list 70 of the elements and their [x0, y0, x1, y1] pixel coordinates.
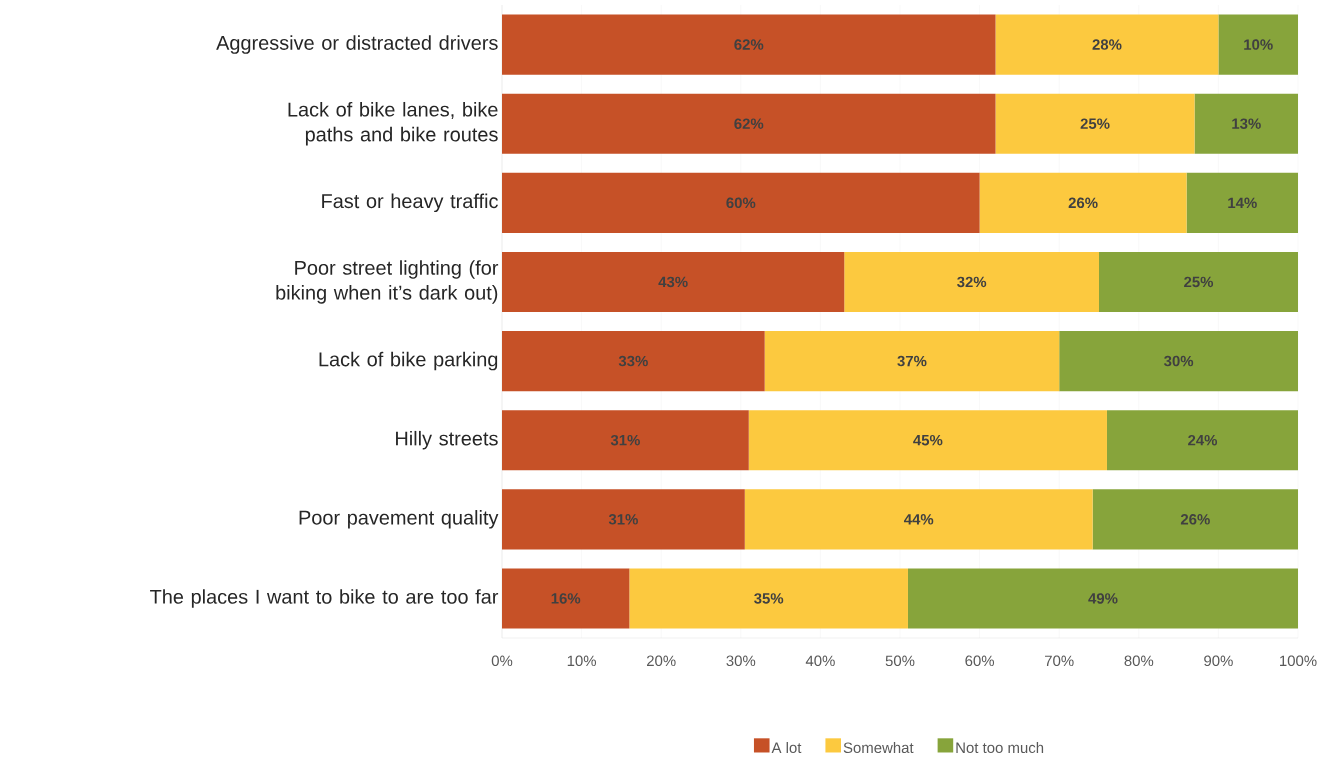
- bar: [1194, 93, 1299, 154]
- data-label: 31%: [610, 434, 640, 446]
- bar: [979, 172, 1187, 233]
- x-tick-label: 20%: [647, 655, 676, 667]
- data-label: 25%: [1080, 118, 1110, 129]
- data-label: 30%: [1164, 355, 1194, 367]
- bar: [502, 410, 749, 471]
- data-label: 37%: [897, 355, 927, 367]
- data-label: 25%: [1184, 276, 1214, 288]
- data-label: 14%: [1228, 197, 1257, 209]
- x-tick-label: 50%: [885, 655, 915, 667]
- x-tick-label: 90%: [1204, 655, 1233, 667]
- data-label: 33%: [618, 355, 648, 367]
- legend-label: Somewhat: [843, 742, 914, 754]
- bar: [844, 251, 1100, 313]
- data-label: 62%: [734, 39, 764, 50]
- y-tick-label: Lack of bike lanes, bike paths and bike routes: [288, 101, 498, 146]
- x-tick-label: 70%: [1045, 655, 1074, 667]
- bar: [502, 489, 745, 550]
- data-label: 31%: [608, 514, 638, 525]
- data-label: 32%: [957, 276, 987, 288]
- y-tick-label: Hilly streets: [396, 430, 498, 450]
- bar: [1092, 489, 1299, 550]
- bar: [907, 568, 1299, 629]
- bar: [502, 14, 996, 75]
- y-tick-label: Lack of bike parking: [319, 351, 498, 371]
- x-tick-label: 80%: [1124, 655, 1154, 667]
- data-label: 43%: [658, 276, 688, 288]
- x-tick-label: 30%: [726, 655, 756, 667]
- data-label: 16%: [551, 593, 581, 604]
- y-tick-label: Poor street lighting (for biking when it’s dark out): [276, 260, 499, 304]
- bar: [629, 568, 908, 629]
- bar: [744, 489, 1093, 550]
- y-tick-label: Fast or heavy traffic: [322, 193, 498, 213]
- data-label: 10%: [1244, 39, 1273, 50]
- bar: [1099, 251, 1299, 313]
- bar: [502, 568, 630, 629]
- data-label: 35%: [754, 593, 784, 604]
- bar: [502, 251, 845, 313]
- data-label: 24%: [1188, 434, 1218, 446]
- bar: [502, 331, 765, 392]
- bar: [995, 93, 1195, 154]
- bar: [764, 331, 1060, 392]
- legend-label: A lot: [771, 742, 802, 754]
- data-label: 44%: [903, 514, 934, 525]
- data-label: 45%: [913, 434, 943, 446]
- bar: [995, 14, 1219, 75]
- data-label: 60%: [726, 197, 756, 209]
- data-label: 13%: [1232, 118, 1261, 129]
- bar: [1059, 331, 1299, 392]
- bar: [748, 410, 1107, 471]
- data-label: 49%: [1088, 593, 1118, 604]
- data-label: 62%: [734, 118, 764, 129]
- x-tick-label: 60%: [965, 655, 995, 667]
- data-label: 26%: [1068, 197, 1098, 209]
- y-tick-label: Aggressive or distracted drivers: [216, 35, 498, 54]
- bar: [502, 172, 980, 233]
- data-label: 26%: [1180, 514, 1210, 525]
- data-label: 28%: [1092, 39, 1122, 50]
- x-tick-label: 10%: [567, 655, 597, 667]
- bar: [1218, 14, 1299, 75]
- y-tick-label: Poor pavement quality: [299, 510, 499, 529]
- legend-label: Not too much: [956, 742, 1044, 754]
- y-tick-label: The places I want to bike to are too far: [150, 589, 499, 608]
- bar: [1186, 172, 1299, 233]
- x-tick-label: 0%: [491, 655, 513, 667]
- x-tick-label: 100%: [1280, 655, 1317, 667]
- bar: [502, 93, 996, 154]
- bar: [1106, 410, 1299, 471]
- x-tick-label: 40%: [805, 655, 835, 667]
